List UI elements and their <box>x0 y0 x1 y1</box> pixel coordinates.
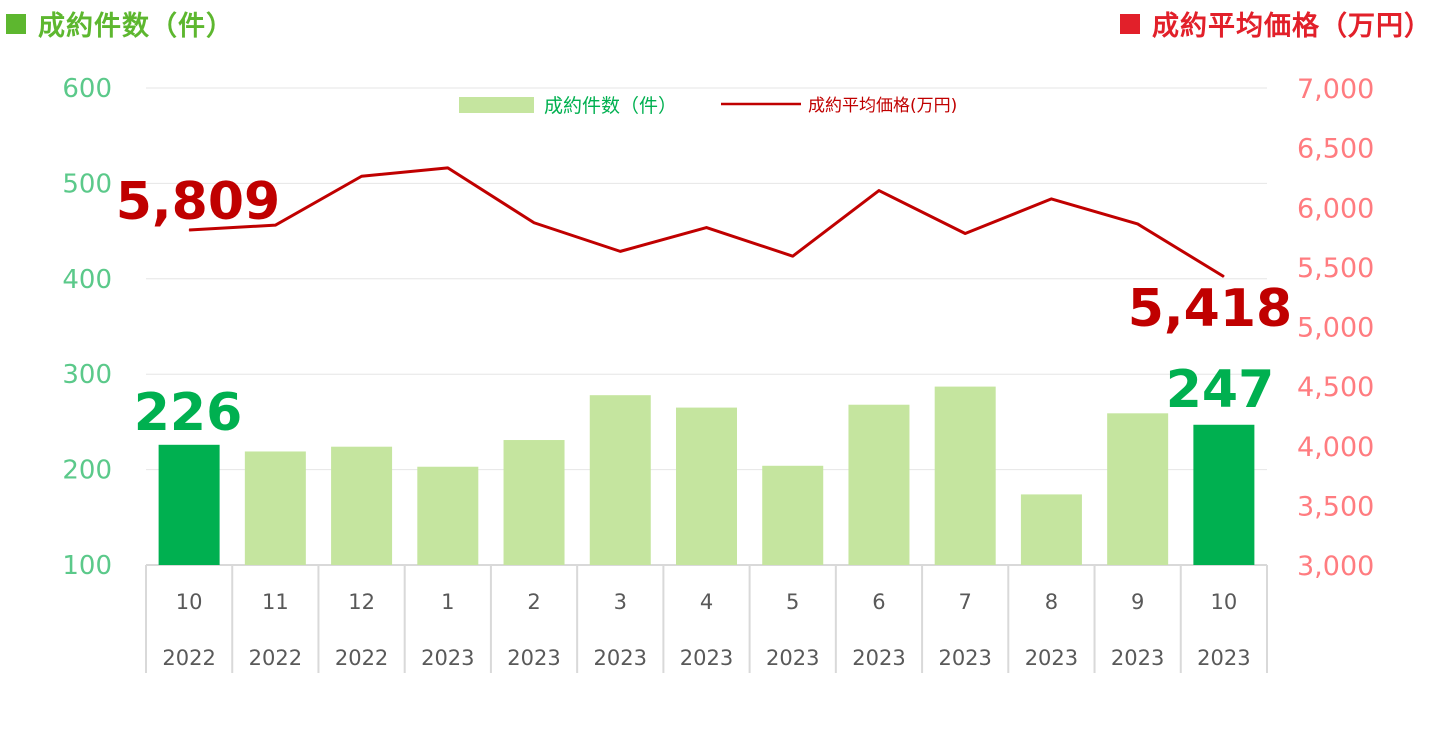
bar-2022-11 <box>244 451 306 565</box>
category-year-label: 2022 <box>162 646 215 670</box>
data-label: 5,809 <box>116 172 280 232</box>
left-axis-tick: 400 <box>62 265 112 295</box>
bar-2023-2 <box>503 440 565 565</box>
category-month-label: 2 <box>527 590 540 614</box>
price-line <box>189 166 1225 278</box>
category-month-label: 8 <box>1045 590 1058 614</box>
price-point <box>878 190 880 192</box>
right-axis-tick: 5,000 <box>1297 313 1374 344</box>
category-year-label: 2023 <box>1025 646 1078 670</box>
price-point <box>1137 223 1139 225</box>
category-year-label: 2023 <box>766 646 819 670</box>
category-year-label: 2023 <box>594 646 647 670</box>
category-year-label: 2023 <box>852 646 905 670</box>
data-label: 247 <box>1166 360 1275 420</box>
category-year-label: 2022 <box>249 646 302 670</box>
left-axis-header: 成約件数（件） <box>6 4 234 43</box>
bar-2023-5 <box>762 465 824 565</box>
price-point <box>188 229 190 231</box>
red-square-icon <box>1120 13 1140 34</box>
category-year-label: 2022 <box>335 646 388 670</box>
bar-2022-10 <box>158 444 220 565</box>
category-month-label: 7 <box>959 590 972 614</box>
right-axis-tick: 6,000 <box>1297 193 1374 224</box>
category-year-label: 2023 <box>680 646 733 670</box>
bar-2022-12 <box>331 446 393 565</box>
bar-2023-8 <box>1020 494 1082 565</box>
left-axis-tick: 600 <box>62 74 112 104</box>
category-year-label: 2023 <box>421 646 474 670</box>
category-month-label: 4 <box>700 590 713 614</box>
category-month-label: 10 <box>176 590 203 614</box>
right-axis-tick: 4,500 <box>1297 372 1374 403</box>
category-year-label: 2023 <box>1111 646 1164 670</box>
category-month-label: 1 <box>441 590 454 614</box>
green-square-icon <box>6 13 26 34</box>
price-point <box>792 255 794 257</box>
category-month-label: 3 <box>614 590 627 614</box>
price-point <box>964 232 966 234</box>
legend-bar-swatch <box>459 97 534 113</box>
category-month-label: 11 <box>262 590 289 614</box>
bar-2023-3 <box>589 395 651 565</box>
category-year-label: 2023 <box>938 646 991 670</box>
left-axis-tick: 500 <box>62 169 112 199</box>
category-month-label: 5 <box>786 590 799 614</box>
bar-2023-7 <box>934 386 996 565</box>
category-month-label: 10 <box>1211 590 1238 614</box>
bar-2023-6 <box>848 404 910 565</box>
left-axis-header-label: 成約件数（件） <box>38 11 234 42</box>
category-month-label: 6 <box>872 590 885 614</box>
right-axis-tick: 6,500 <box>1297 134 1374 165</box>
right-axis-header: 成約平均価格（万円） <box>1120 4 1432 43</box>
legend-line-label: 成約平均価格(万円) <box>808 96 957 116</box>
left-axis-tick: 100 <box>62 551 112 581</box>
bar-2023-4 <box>676 407 737 565</box>
price-point <box>274 224 276 226</box>
right-axis-tick: 3,000 <box>1297 551 1374 582</box>
data-label: 226 <box>134 383 243 443</box>
price-point <box>619 250 621 252</box>
price-point <box>706 227 707 229</box>
left-axis-tick: 200 <box>62 456 112 486</box>
price-point <box>533 222 535 224</box>
bar-2023-10 <box>1193 424 1255 565</box>
price-point <box>1223 276 1225 278</box>
price-point <box>361 175 363 177</box>
right-axis-tick: 4,000 <box>1297 432 1374 463</box>
right-axis-tick: 5,500 <box>1297 253 1374 284</box>
bar-2023-1 <box>417 466 479 565</box>
price-point <box>1050 198 1052 200</box>
price-point <box>447 167 449 169</box>
left-axis-tick: 300 <box>62 360 112 390</box>
category-month-label: 12 <box>348 590 375 614</box>
category-year-label: 2023 <box>1197 646 1250 670</box>
category-month-label: 9 <box>1131 590 1144 614</box>
right-axis-header-label: 成約平均価格（万円） <box>1152 11 1432 42</box>
bar-2023-9 <box>1107 413 1169 565</box>
legend-bar-label: 成約件数（件） <box>544 95 677 117</box>
right-axis-tick: 7,000 <box>1297 74 1374 105</box>
category-year-label: 2023 <box>507 646 560 670</box>
data-label: 5,418 <box>1128 279 1292 339</box>
right-axis-tick: 3,500 <box>1297 491 1374 522</box>
